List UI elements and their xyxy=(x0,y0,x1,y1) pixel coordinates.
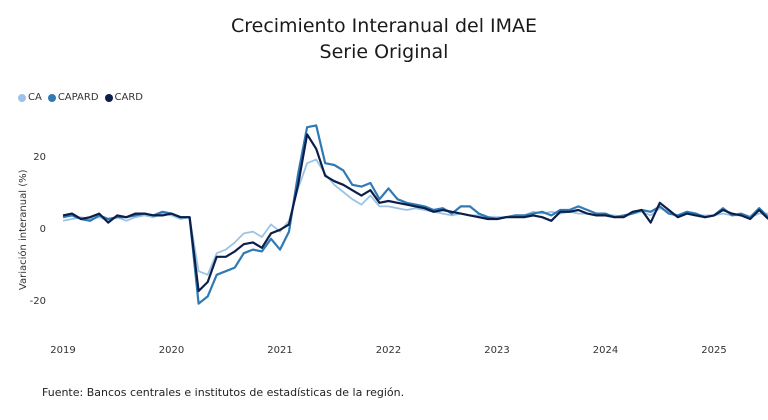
legend-label-card: CARD xyxy=(114,92,144,103)
y-tick-label: 0 xyxy=(40,224,46,235)
chart-title: Crecimiento Interanual del IMAE xyxy=(230,15,538,37)
legend-label-ca: CA xyxy=(28,92,42,103)
legend-marker-capard xyxy=(47,93,56,102)
x-tick-label: 2025 xyxy=(701,345,726,356)
source-note: Fuente: Bancos centrales e institutos de… xyxy=(42,386,405,399)
x-tick-label: 2020 xyxy=(159,345,184,356)
legend-item-capard: CAPARD xyxy=(47,92,99,103)
y-tick-label: 20 xyxy=(33,152,46,163)
legend-marker-card xyxy=(104,93,113,102)
x-tick-label: 2022 xyxy=(376,345,401,356)
series-line-card xyxy=(62,133,768,293)
x-tick-label: 2024 xyxy=(593,345,618,356)
chart-subtitle: Serie Original xyxy=(319,41,449,63)
x-tick-label: 2019 xyxy=(50,345,75,356)
legend-marker-ca xyxy=(18,93,26,102)
series-line-ca xyxy=(62,158,768,276)
legend-item-card: CARD xyxy=(104,92,144,103)
y-axis-label: Variación interanual (%) xyxy=(17,169,29,290)
legend-item-ca: CA xyxy=(18,92,42,103)
y-tick-label: -20 xyxy=(30,296,46,307)
legend-label-capard: CAPARD xyxy=(57,92,99,103)
x-tick-label: 2021 xyxy=(267,345,292,356)
legend: CA CAPARD CARD xyxy=(18,92,143,103)
x-tick-label: 2023 xyxy=(484,345,509,356)
